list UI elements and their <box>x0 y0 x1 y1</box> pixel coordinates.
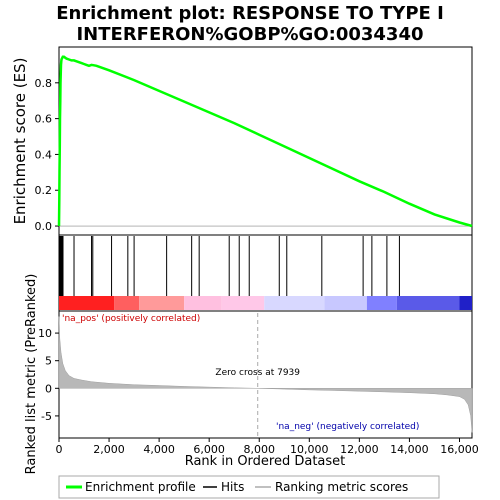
pos-annotation: 'na_pos' (positively correlated) <box>62 314 200 324</box>
x-tick-label: 8,000 <box>243 443 275 456</box>
es-y-ticks: 0.0 0.2 0.4 0.6 0.8 <box>35 77 59 233</box>
metric-y-tick-label: 0 <box>45 382 52 395</box>
x-tick-label: 6,000 <box>193 443 225 456</box>
color-bar-segment <box>366 296 397 310</box>
chart-title-line2: INTERFERON%GOBP%GO:0034340 <box>76 24 423 45</box>
es-y-tick-label: 0.4 <box>35 148 53 161</box>
color-bar-segment <box>324 296 367 310</box>
es-y-tick-label: 0.0 <box>35 220 53 233</box>
es-y-tick-label: 0.6 <box>35 113 53 126</box>
x-tick-label: 10,000 <box>290 443 329 456</box>
color-bar-segment <box>396 296 460 310</box>
color-bar-segment <box>184 296 222 310</box>
x-axis-ticks: 0 2,000 4,000 6,000 8,000 10,000 12,000 14,000 1… <box>56 438 479 456</box>
rank-color-bar <box>59 296 472 310</box>
es-y-tick-label: 0.8 <box>35 77 53 90</box>
x-tick-label: 14,000 <box>390 443 429 456</box>
metric-y-axis-label: Ranked list metric (PreRanked) <box>24 274 39 475</box>
x-tick-label: 4,000 <box>143 443 175 456</box>
legend-label-metric: Ranking metric scores <box>275 480 408 494</box>
hits-marks <box>59 236 400 296</box>
es-y-tick-label: 0.2 <box>35 184 53 197</box>
enrichment-profile-line <box>57 55 473 228</box>
x-axis-label: Rank in Ordered Dataset <box>185 454 346 469</box>
legend-label-enrichment: Enrichment profile <box>85 480 196 494</box>
metric-y-tick-label: 10 <box>38 327 52 340</box>
x-tick-label: 12,000 <box>340 443 379 456</box>
legend-label-hits: Hits <box>221 480 244 494</box>
color-bar-segment <box>264 296 325 310</box>
metric-y-tick-label: -5 <box>41 410 52 423</box>
metric-y-tick-label: 5 <box>45 355 52 368</box>
metric-y-ticks: -5 0 5 10 <box>38 327 59 423</box>
x-tick-label: 0 <box>56 443 63 456</box>
neg-annotation: 'na_neg' (negatively correlated) <box>276 422 419 432</box>
color-bar-segment <box>139 296 185 310</box>
x-tick-label: 16,000 <box>440 443 479 456</box>
chart-title-line1: Enrichment plot: RESPONSE TO TYPE I <box>56 3 444 24</box>
metric-panel-frame <box>58 310 473 439</box>
color-bar-segment <box>114 296 140 310</box>
legend-box <box>58 475 440 499</box>
color-bar-segment <box>59 296 115 310</box>
x-tick-label: 2,000 <box>93 443 125 456</box>
ranking-metric-area <box>58 316 473 433</box>
es-y-axis-label: Enrichment score (ES) <box>11 58 29 225</box>
color-bar-segment <box>221 296 265 310</box>
color-bar-segment <box>459 296 472 310</box>
zero-cross-annotation: Zero cross at 7939 <box>215 368 300 378</box>
